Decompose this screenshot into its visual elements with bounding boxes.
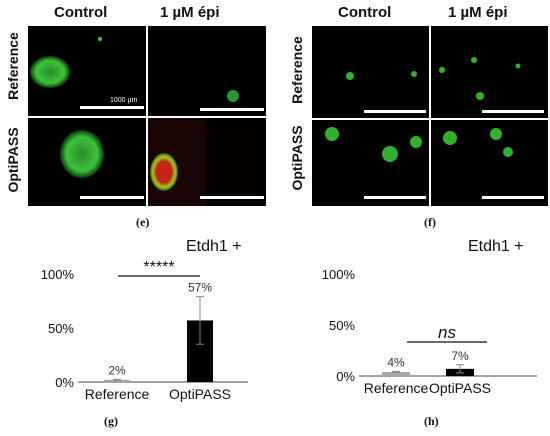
chart-h-title: Etdh1 + xyxy=(468,238,524,255)
chart-g-ytick-label: 100% xyxy=(41,267,75,282)
panel-e-scale-bar xyxy=(80,196,144,199)
chart-g: 0% 50% 100% 2% Reference 57% OptiPASS ***** xyxy=(41,259,248,402)
chart-h-ytick-label: 100% xyxy=(322,267,356,282)
panel-f-scale-bar xyxy=(364,196,426,199)
chart-h: 0% 50% 100% 4% Reference 7% OptiPASS ns xyxy=(322,267,537,396)
chart-h-panel-label: (h) xyxy=(424,414,439,428)
chart-h-category-label: Reference xyxy=(364,380,429,396)
spheroid xyxy=(150,153,178,191)
chart-h-ytick-label: 0% xyxy=(336,369,355,384)
chart-h-significance-label: ns xyxy=(438,323,456,342)
chart-g-data-label: 57% xyxy=(188,281,212,295)
chart-h-data-label: 4% xyxy=(387,355,405,369)
panel-f-col-header-epi: 1 µM épi xyxy=(448,4,508,21)
panel-f-col-header-control: Control xyxy=(338,4,392,21)
panel-e-label: (e) xyxy=(136,215,150,229)
chart-h-category-label: OptiPASS xyxy=(429,380,491,396)
chart-h-data-label: 7% xyxy=(451,349,469,363)
chart-g-data-label: 2% xyxy=(108,363,126,377)
panel-f-scale-bar xyxy=(364,110,426,113)
panel-f-image-reference-epi xyxy=(431,26,548,118)
panel-e-scale-bar xyxy=(80,106,144,109)
chart-g-significance-label: ***** xyxy=(143,259,174,276)
panel-f-image-reference-control xyxy=(312,26,429,118)
chart-h-ytick-label: 50% xyxy=(329,318,355,333)
panel-f-label: (f) xyxy=(424,215,436,229)
panel-f-scale-bar xyxy=(482,110,544,113)
chart-g-panel-label: (g) xyxy=(104,414,118,428)
panel-e-scale-label: 1000 µm xyxy=(110,97,138,104)
panel-e-scale-bar xyxy=(200,108,264,111)
chart-h-bar-reference xyxy=(382,371,410,376)
panel-e-scale-bar xyxy=(200,196,264,199)
chart-g-category-label: OptiPASS xyxy=(169,386,231,402)
panel-e-micrographs xyxy=(28,26,266,206)
chart-g-bar-reference xyxy=(104,379,130,382)
panel-e-col-header-control: Control xyxy=(54,4,108,21)
chart-g-category-label: Reference xyxy=(85,386,150,402)
chart-g-ytick-label: 0% xyxy=(55,375,74,390)
panel-f-scale-bar xyxy=(482,196,544,199)
panel-e-image-reference-epi xyxy=(148,26,266,116)
spheroid xyxy=(60,130,104,178)
spheroid xyxy=(30,56,70,88)
chart-g-title: Etdh1 + xyxy=(186,238,242,255)
chart-g-ytick-label: 50% xyxy=(48,321,74,336)
panel-e-col-header-epi: 1 µM épi xyxy=(160,4,220,21)
panel-f-micrographs xyxy=(312,26,548,206)
